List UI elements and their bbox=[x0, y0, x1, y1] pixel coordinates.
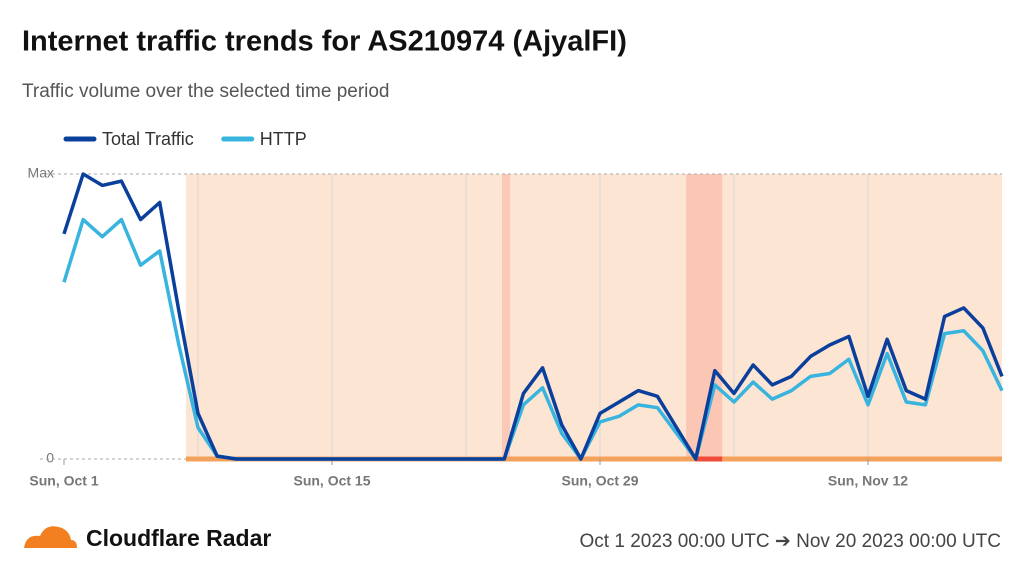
x-tick-label: Sun, Nov 12 bbox=[828, 473, 908, 489]
date-range: Oct 1 2023 00:00 UTC ➔ Nov 20 2023 00:00… bbox=[580, 531, 1001, 552]
x-tick-label: Sun, Oct 29 bbox=[561, 473, 638, 489]
x-tick-label: Sun, Oct 15 bbox=[293, 473, 370, 489]
chart-subtitle: Traffic volume over the selected time pe… bbox=[22, 81, 390, 102]
y-tick-label: 0 bbox=[46, 450, 54, 466]
brand: Cloudflare Radar bbox=[86, 525, 271, 551]
outage-bar bbox=[695, 456, 723, 462]
outage-bar bbox=[185, 456, 1002, 462]
x-tick-label: Sun, Oct 1 bbox=[29, 473, 98, 489]
outage-region bbox=[501, 174, 511, 459]
outage-region bbox=[695, 174, 723, 459]
legend-label: HTTP bbox=[260, 129, 307, 149]
chart-title: Internet traffic trends for AS210974 (Aj… bbox=[22, 26, 627, 58]
y-tick-label: Max bbox=[28, 165, 54, 181]
line-series bbox=[62, 172, 1004, 461]
outage-region bbox=[185, 174, 1002, 459]
legend-label: Total Traffic bbox=[102, 129, 194, 149]
logo bbox=[24, 526, 77, 548]
